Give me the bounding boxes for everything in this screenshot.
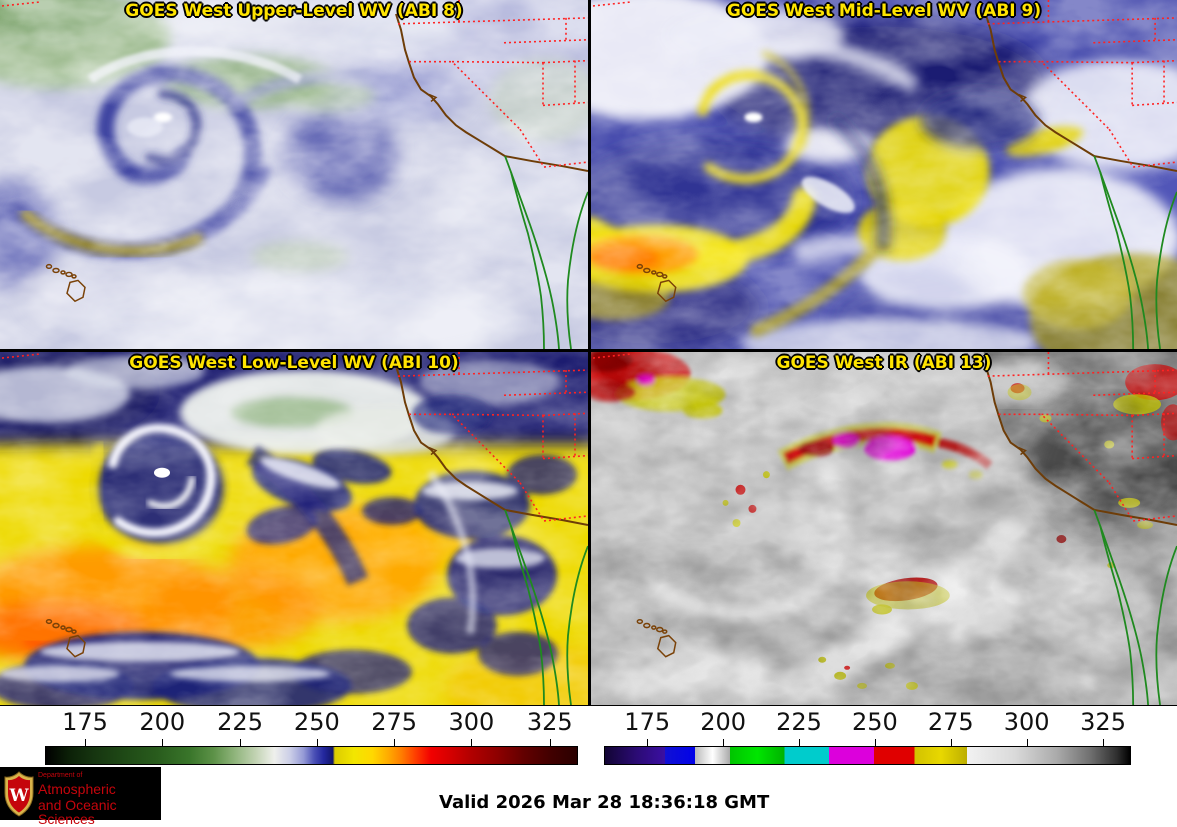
us-coastline bbox=[984, 13, 1095, 157]
mexico-coast bbox=[1093, 155, 1177, 349]
map-overlay bbox=[1, 0, 588, 349]
panel-ir: GOES West IR (ABI 13) bbox=[591, 352, 1177, 705]
colorbar-tick-label: 250 bbox=[851, 708, 898, 736]
us-mexico-border bbox=[1094, 508, 1177, 526]
colorbar-tick-label: 300 bbox=[448, 708, 495, 736]
colorbar-ir-scale: 175 200 225 250 275 300 325 bbox=[604, 707, 1131, 765]
colorbar-tick-mark bbox=[1026, 739, 1028, 746]
hawaii-islands bbox=[636, 618, 677, 658]
panel-title-abi13: GOES West IR (ABI 13) bbox=[776, 353, 992, 373]
colorbar-ir-ticks bbox=[604, 738, 1131, 746]
colorbar-tick-label: 175 bbox=[624, 708, 671, 736]
panel-title-abi10: GOES West Low-Level WV (ABI 10) bbox=[129, 353, 459, 373]
quad-panel-satellite-display: GOES West Upper-Level WV (ABI 8) bbox=[0, 0, 1177, 706]
us-coastline bbox=[395, 365, 506, 511]
us-mexico-border bbox=[1094, 155, 1177, 172]
colorbar-tick-label: 325 bbox=[526, 708, 573, 736]
colorbar-tick-mark bbox=[798, 739, 800, 746]
uw-aos-logo: W Department of Atmospheric and Oceanic … bbox=[0, 767, 161, 826]
us-coastline bbox=[984, 365, 1095, 511]
panel-low-level-wv: GOES West Low-Level WV (ABI 10) bbox=[0, 352, 588, 705]
logo-name-line1: Atmospheric bbox=[38, 781, 116, 797]
colorbar-tick-label: 200 bbox=[139, 708, 186, 736]
satellite-imagery-abi9 bbox=[591, 0, 1177, 349]
map-overlay bbox=[1, 352, 588, 705]
map-overlay bbox=[592, 0, 1177, 349]
mexico-coast bbox=[504, 155, 588, 349]
colorbar-tick-label: 325 bbox=[1080, 708, 1126, 736]
colorbar-tick-mark bbox=[316, 739, 318, 746]
sf-bay-mark bbox=[428, 446, 438, 456]
colorbar-ir-tick-labels: 175 200 225 250 275 300 325 bbox=[604, 707, 1131, 738]
panel-title-abi8: GOES West Upper-Level WV (ABI 8) bbox=[125, 1, 463, 21]
panel-upper-level-wv: GOES West Upper-Level WV (ABI 8) bbox=[0, 0, 588, 349]
colorbar-tick-label: 250 bbox=[293, 708, 340, 736]
map-overlay bbox=[592, 352, 1177, 705]
hawaii-islands bbox=[45, 263, 86, 303]
colorbar-tick-mark bbox=[723, 739, 725, 746]
colorbar-wv-scale: 175 200 225 250 275 300 325 bbox=[45, 707, 578, 765]
colorbar-wv-ticks bbox=[45, 738, 578, 746]
colorbar-tick-mark bbox=[1103, 739, 1105, 746]
colorbar-tick-mark bbox=[394, 739, 396, 746]
hawaii-islands bbox=[636, 263, 677, 303]
colorbar-tick-label: 275 bbox=[927, 708, 974, 736]
colorbar-tick-mark bbox=[471, 739, 473, 746]
colorbar-tick-mark bbox=[162, 739, 164, 746]
colorbar-tick-label: 225 bbox=[217, 708, 263, 736]
colorbar-tick-label: 175 bbox=[62, 708, 108, 736]
colorbar-tick-mark bbox=[874, 739, 876, 746]
colorbar-tick-mark bbox=[647, 739, 649, 746]
logo-dept-line: Department of bbox=[38, 772, 83, 779]
hawaii-islands bbox=[45, 618, 86, 658]
state-borders bbox=[1, 0, 588, 168]
colorbar-tick-label: 275 bbox=[371, 708, 418, 736]
colorbar-wv-tick-labels: 175 200 225 250 275 300 325 bbox=[45, 707, 578, 738]
us-mexico-border bbox=[504, 155, 588, 172]
sf-bay-mark bbox=[1018, 446, 1027, 456]
satellite-imagery-abi13 bbox=[591, 352, 1177, 705]
sf-bay-mark bbox=[428, 93, 438, 103]
state-borders bbox=[592, 0, 1177, 168]
mexico-coast bbox=[1093, 509, 1177, 705]
mexico-coast bbox=[504, 509, 588, 705]
colorbar-tick-label: 200 bbox=[700, 708, 746, 736]
satellite-imagery-abi10 bbox=[0, 352, 588, 705]
panel-title-abi9: GOES West Mid-Level WV (ABI 9) bbox=[726, 1, 1042, 21]
us-coastline bbox=[395, 13, 506, 157]
crest-letter: W bbox=[8, 786, 29, 806]
valid-time-label: Valid 2026 Mar 28 18:36:18 GMT bbox=[439, 792, 770, 813]
sf-bay-mark bbox=[1018, 93, 1027, 103]
colorbar-tick-mark bbox=[549, 739, 551, 746]
state-borders bbox=[592, 352, 1177, 522]
colorbar-tick-mark bbox=[84, 739, 86, 746]
satellite-imagery-abi8 bbox=[0, 0, 588, 349]
colorbar-wv-gradient bbox=[45, 746, 578, 765]
logo-text: Department of Atmospheric and Oceanic Sc… bbox=[38, 772, 161, 826]
panel-mid-level-wv: GOES West Mid-Level WV (ABI 9) bbox=[591, 0, 1177, 349]
logo-name-line2: and Oceanic Sciences bbox=[38, 797, 117, 827]
colorbar-ir-gradient bbox=[604, 746, 1131, 765]
uw-crest-icon: W bbox=[4, 771, 34, 817]
colorbar-tick-mark bbox=[240, 739, 242, 746]
us-mexico-border bbox=[504, 508, 588, 526]
colorbar-tick-label: 300 bbox=[1003, 708, 1050, 736]
colorbar-tick-label: 225 bbox=[776, 708, 822, 736]
colorbar-tick-mark bbox=[950, 739, 952, 746]
